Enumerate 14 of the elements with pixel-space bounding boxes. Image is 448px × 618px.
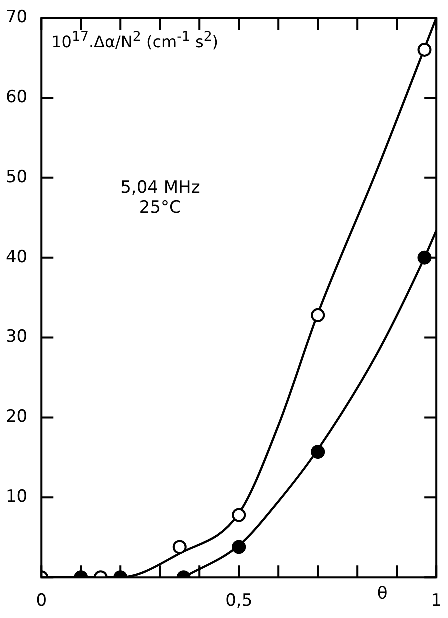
y-tick-label: 20 <box>6 407 28 428</box>
annotation: 5,04 MHz <box>120 178 200 198</box>
x-axis-title: θ <box>377 584 388 604</box>
y-tick-label: 40 <box>6 247 28 268</box>
annotation: 25°C <box>138 198 182 218</box>
y-tick-label: 10 <box>6 487 28 508</box>
x-tick-label: 0 <box>36 591 48 612</box>
y-tick-label: 60 <box>6 87 28 108</box>
y-tick-label: 30 <box>6 327 28 348</box>
x-tick-label: 0,5 <box>226 591 253 612</box>
text: 10$^{17}$.Δα/N$^{2}$ (cm$^{-1}$ s$^{2}$) <box>52 30 219 52</box>
y-tick-label: 70 <box>6 7 28 28</box>
y-tick-label: 50 <box>6 167 28 188</box>
x-tick-label: 1 <box>431 591 442 612</box>
